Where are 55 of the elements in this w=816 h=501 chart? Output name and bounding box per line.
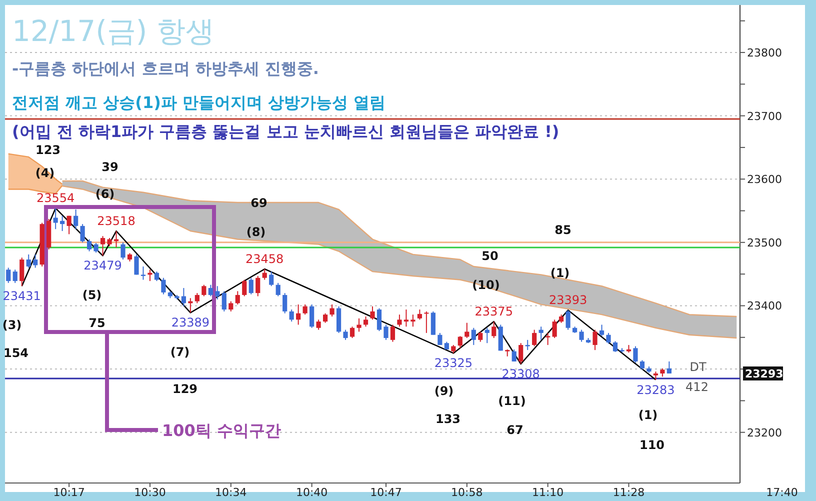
data-label: 23389 bbox=[171, 316, 210, 330]
annotation: (어밉 전 하락1파가 구름층 뚫는걸 보고 눈치빠르신 회원님들은 파악완료 !) bbox=[12, 122, 560, 141]
annotation: 100틱 수익구간 bbox=[162, 421, 281, 440]
annotation: 전저점 깨고 상승(1)파 만들어지며 상방가능성 열림 bbox=[12, 93, 386, 112]
data-label: 23283 bbox=[636, 382, 675, 397]
text: 17:40 bbox=[766, 486, 798, 499]
x-tick-label: 10:34 bbox=[215, 486, 247, 499]
annotation: (7) bbox=[170, 345, 190, 359]
annotation: 75 bbox=[88, 316, 106, 330]
data-label: 23518 bbox=[97, 214, 136, 228]
annotation: DT bbox=[690, 360, 707, 374]
data-label: 23431 bbox=[2, 289, 41, 304]
data-label: 23479 bbox=[84, 258, 122, 273]
annotation: (3) bbox=[2, 318, 22, 332]
chart-title: 12/17(금) 항생 bbox=[12, 14, 214, 48]
y-tick-label: 23700 bbox=[747, 110, 782, 123]
annotation: 133 bbox=[435, 412, 461, 426]
y-tick-label: 23400 bbox=[747, 300, 782, 313]
data-label: 23458 bbox=[246, 252, 284, 266]
y-tick-label: 23500 bbox=[747, 236, 782, 250]
y-tick-label: 23800 bbox=[747, 46, 782, 60]
annotation: 154 bbox=[3, 346, 29, 360]
annotation: (5) bbox=[82, 288, 102, 302]
x-tick-label: 10:58 bbox=[451, 486, 483, 499]
data-label: 23325 bbox=[434, 356, 473, 370]
y-tick-label: 23600 bbox=[747, 173, 782, 186]
annotation: 23293 bbox=[745, 367, 784, 380]
data-label: 23554 bbox=[36, 191, 75, 206]
annotation: 123 bbox=[35, 143, 61, 157]
data-label: 23393 bbox=[548, 293, 588, 308]
x-tick-label: 10:30 bbox=[134, 486, 166, 499]
annotation: (11) bbox=[498, 394, 526, 408]
annotation: 50 bbox=[482, 249, 498, 263]
x-tick-label: 11:28 bbox=[612, 486, 645, 499]
annotation: (1) bbox=[550, 266, 570, 280]
annotation: (9) bbox=[434, 384, 454, 398]
y-tick-label: 23200 bbox=[747, 426, 782, 440]
x-tick-label: 10:17 bbox=[53, 486, 85, 499]
data-label: 23375 bbox=[474, 304, 513, 319]
x-tick-label: 10:47 bbox=[370, 486, 402, 499]
annotation: 110 bbox=[639, 438, 665, 452]
annotation: (10) bbox=[472, 278, 500, 292]
annotation: (1) bbox=[638, 408, 658, 422]
annotation: 69 bbox=[250, 196, 268, 210]
annotation: 85 bbox=[554, 223, 572, 237]
annotation: (6) bbox=[95, 187, 115, 201]
annotation: 67 bbox=[506, 423, 524, 437]
annotation: 412 bbox=[686, 380, 708, 394]
x-tick-label: 10:40 bbox=[296, 486, 328, 499]
data-label: 23308 bbox=[502, 366, 540, 381]
annotation: 129 bbox=[172, 382, 198, 396]
annotation: 39 bbox=[102, 160, 118, 174]
x-tick-label: 11:10 bbox=[532, 486, 564, 499]
annotation: (8) bbox=[246, 225, 266, 239]
text: -구름층 하단에서 흐르며 하방추세 진행중. bbox=[12, 59, 319, 78]
